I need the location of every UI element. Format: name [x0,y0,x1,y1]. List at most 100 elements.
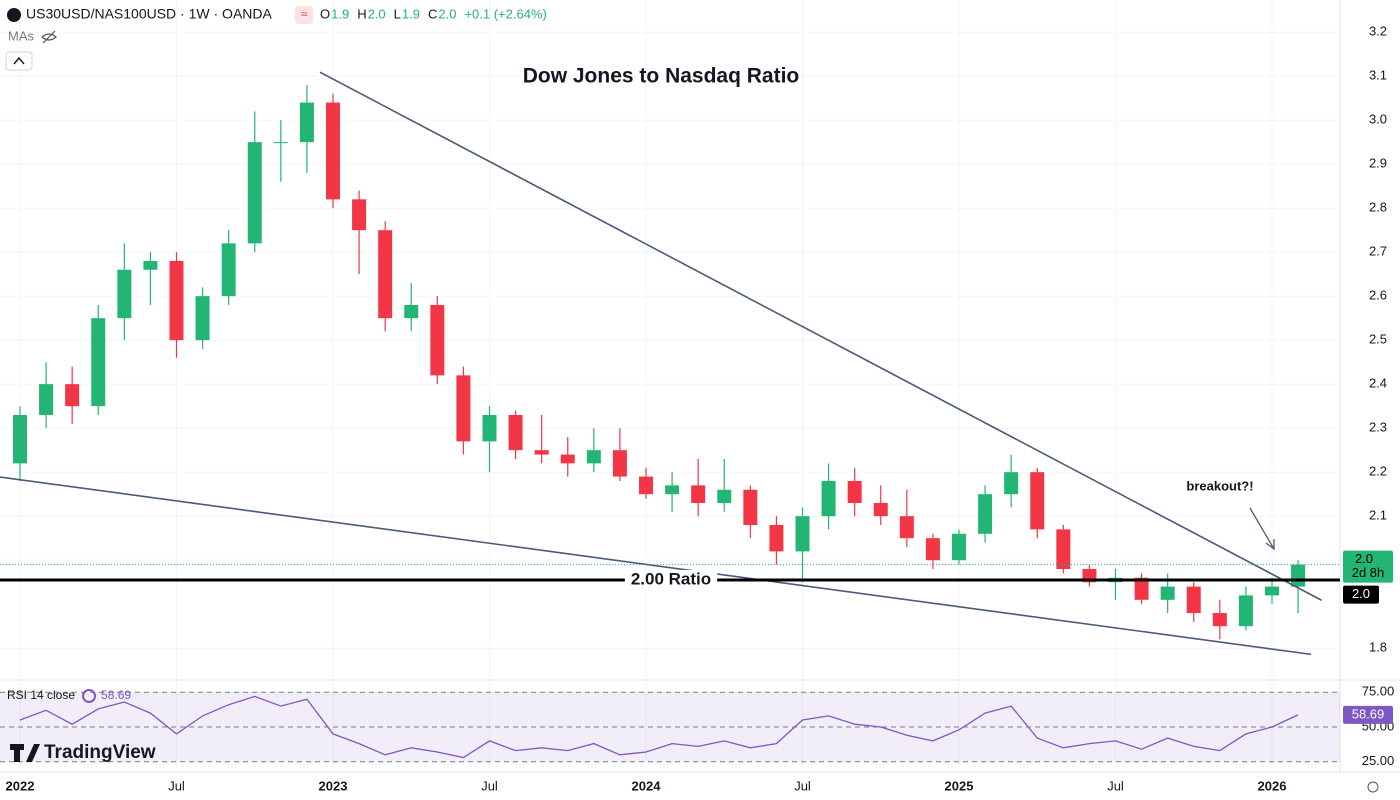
candle-body [1186,586,1201,613]
last-price-label: 2.0 [1355,551,1373,566]
candle-body [665,485,680,495]
candle-body [482,414,497,442]
candle-body [899,516,914,539]
candle-body [13,414,27,464]
ohlc-value: 1.9 [331,6,349,21]
flag-icon [295,6,313,24]
brand: TradingView [44,742,156,763]
ohlc-value: 2.0 [438,6,456,21]
candle-body [743,489,758,525]
symbol: US30USD/NAS100USD · 1W · OANDA [26,6,273,22]
candle-body [299,102,314,143]
y-tick-label: 2.3 [1369,420,1387,435]
candle-body [352,199,367,231]
candle-body [717,489,732,503]
candle-body [143,260,158,270]
candle-body [612,450,627,477]
annotation-arrow [1249,507,1275,551]
x-tick-label: 2022 [6,778,35,793]
x-tick-label: 2024 [632,778,662,793]
candle-body [795,516,810,552]
candle-body [769,524,784,552]
candle-body [326,102,340,200]
candle-body [1056,529,1071,569]
y-tick-label: 2.5 [1369,332,1387,347]
candles [13,84,1306,640]
rsi-legend-value: 58.69 [101,688,131,702]
ohlc-key: L [394,6,401,21]
candle-body [1238,595,1253,627]
candle-body [221,243,236,297]
indicators-label[interactable]: MAs [8,28,35,43]
last-price-box [1343,550,1393,583]
y-tick-label: 2.9 [1369,156,1387,171]
rsi-name: RSI 14 close [7,688,75,702]
rsi-icon [82,689,97,703]
candle-body [978,494,993,534]
y-tick-label: 3.0 [1369,112,1387,127]
x-tick-label: Jul [794,778,811,793]
brand-logo [10,744,40,762]
candle-body [91,318,106,407]
trendline [319,71,1322,601]
prev-price-label: 2.0 [1352,586,1370,601]
candle-body [1212,612,1227,627]
change: +0.1 (+2.64%) [464,6,546,21]
prev-price-box [1343,585,1379,604]
y-tick-label: 2.1 [1369,508,1387,523]
candle-body [195,296,210,341]
candle-body [952,533,966,561]
candle-body [378,230,393,319]
candle-body [691,485,706,503]
y-tick-label: 2.8 [1369,200,1387,215]
candle-body [1160,586,1175,600]
ohlc-value: 2.0 [368,6,386,21]
hide-icon[interactable] [41,30,57,44]
y-tick-label: 2.7 [1369,244,1387,259]
x-tick-label: Jul [1107,778,1124,793]
candle-body [639,476,653,495]
countdown-label: 2d 8h [1352,565,1385,580]
ohlc-key: C [428,6,437,21]
x-tick-label: 2025 [945,778,974,793]
candle-body [560,454,575,464]
candle-body [430,304,445,376]
candle-body [273,142,288,144]
level-label: 2.00 Ratio [631,569,711,588]
y-tick-label: 2.4 [1369,376,1387,391]
candle-body [847,480,862,503]
x-tick-label: 2023 [319,778,348,793]
y-tick-label: 2.2 [1369,464,1387,479]
candle-body [925,538,940,561]
candle-body [1004,472,1019,495]
candle-body [1291,564,1306,587]
candle-body [65,384,80,407]
y-tick-label: 2.6 [1369,288,1387,303]
ohlc-value: 1.9 [402,6,420,21]
x-tick-label: 2026 [1258,778,1287,793]
candle-body [586,450,601,464]
x-tick-label: Jul [168,778,185,793]
y-tick-label: 1.8 [1369,640,1387,655]
y-tick-label: 3.1 [1369,68,1387,83]
ohlc-key: H [357,6,366,21]
candle-body [1265,586,1279,596]
chart-title: Dow Jones to Nasdaq Ratio [523,65,800,88]
candle-body [508,414,523,451]
settings-icon[interactable] [1367,781,1379,793]
flag-icon-glyph: ≈ [301,7,308,21]
collapse-button[interactable] [5,51,33,71]
candle-body [247,142,262,244]
rsi-value-label: 58.69 [1352,706,1385,721]
candle-body [821,480,836,517]
candle-body [404,304,419,319]
y-tick-label: 3.2 [1369,24,1387,39]
ohlc-legend: O 1.9 H 2.0 L 1.9 C 2.0 +0.1 (+2.64%) [320,6,547,21]
candle-body [169,260,184,341]
